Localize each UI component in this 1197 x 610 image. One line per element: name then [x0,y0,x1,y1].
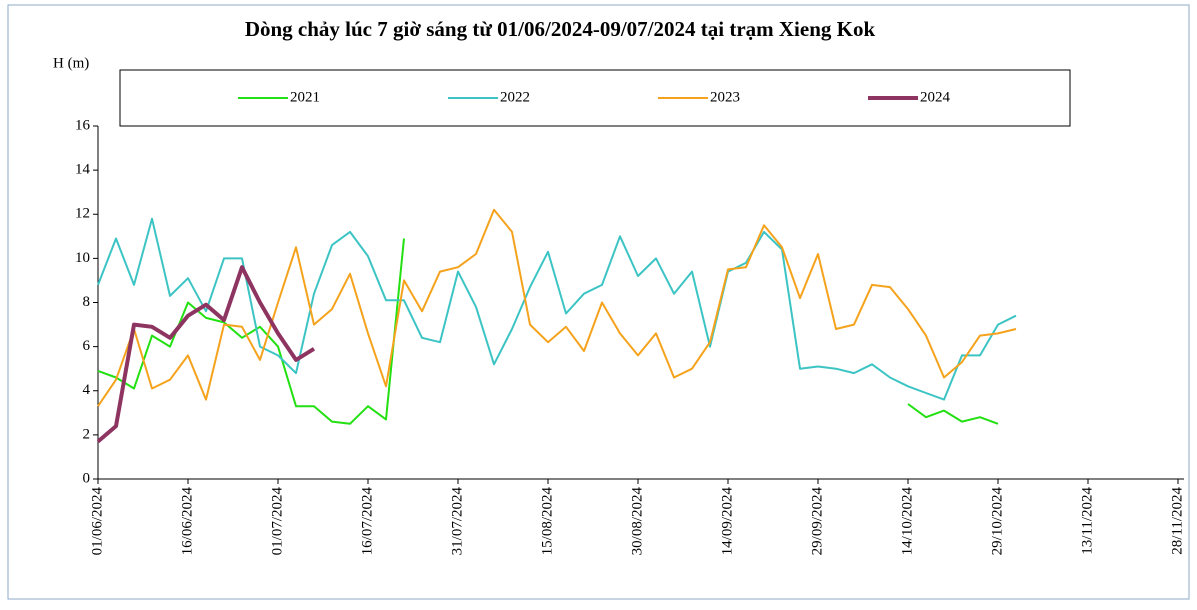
x-tick-label: 29/09/2024 [809,487,825,556]
series-line [97,238,999,425]
chart-title: Dòng chảy lúc 7 giờ sáng từ 01/06/2024-0… [245,17,876,41]
x-tick-label: 14/09/2024 [719,487,735,556]
x-tick-label: 01/07/2024 [269,487,285,556]
y-tick-label: 12 [75,206,90,222]
legend-label: 2024 [920,89,951,105]
y-tick-label: 8 [83,294,91,310]
legend-label: 2023 [710,89,740,105]
legend-label: 2022 [500,89,530,105]
series-line [96,265,316,444]
series-line [97,208,1017,407]
x-tick-label: 30/08/2024 [629,487,645,556]
series-line [97,217,1017,401]
y-tick-label: 6 [83,338,91,354]
x-tick-label: 29/10/2024 [989,487,1005,556]
y-tick-label: 16 [75,117,91,133]
x-tick-label: 16/06/2024 [179,487,195,556]
x-tick-label: 01/06/2024 [89,487,105,556]
y-axis-label: H (m) [53,55,89,71]
frame [7,4,1190,600]
y-tick-label: 2 [83,426,91,442]
y-tick-label: 4 [83,382,91,398]
x-tick-label: 31/07/2024 [449,487,465,556]
x-tick-label: 15/08/2024 [539,487,555,556]
x-tick-label: 14/10/2024 [899,487,915,556]
legend-label: 2021 [290,89,320,105]
x-tick-label: 28/11/2024 [1169,487,1185,555]
x-tick-label: 16/07/2024 [359,487,375,556]
y-tick-label: 10 [75,250,90,266]
y-tick-label: 14 [75,162,91,178]
x-tick-label: 13/11/2024 [1079,487,1095,555]
y-tick-label: 0 [83,470,91,486]
